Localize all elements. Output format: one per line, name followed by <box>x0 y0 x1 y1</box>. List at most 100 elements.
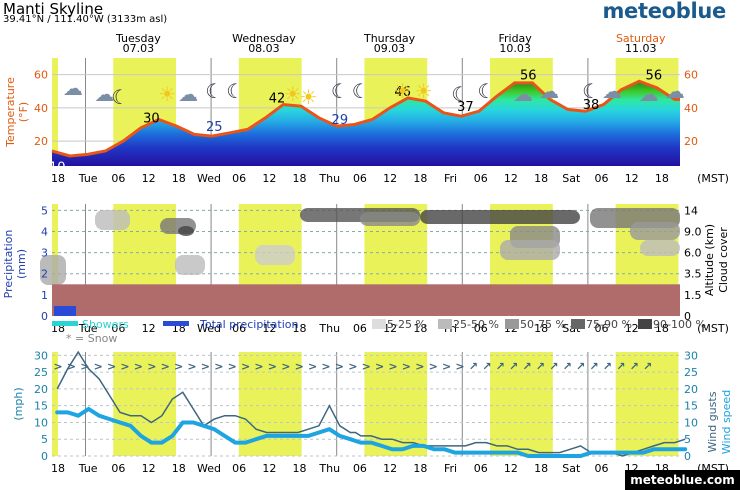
time-axis-label: 12 <box>625 322 639 335</box>
temperature-annotation: 37 <box>457 100 474 115</box>
day-date-label: 09.03 <box>374 42 406 55</box>
wind-tick-left: 0 <box>41 450 48 463</box>
time-axis-label: 06 <box>594 172 608 185</box>
wind-tick-left: 10 <box>34 416 48 429</box>
wind-direction-arrow-icon: > <box>147 360 156 373</box>
sun-icon: ☀ <box>158 82 176 106</box>
time-axis-label: Thu <box>318 322 340 335</box>
wind-direction-arrow-icon: > <box>214 360 223 373</box>
wind-direction-arrow-icon: ↗ <box>643 360 652 373</box>
time-axis-label: Fri <box>444 172 457 185</box>
time-axis-label: 06 <box>594 462 608 475</box>
wind-tick-right: 30 <box>684 349 698 362</box>
time-axis-label: 06 <box>594 322 608 335</box>
wind-gusts-axis-label: Wind gusts <box>706 391 719 452</box>
cloud-snow-icon: ☁ <box>63 76 83 100</box>
wind-tick-left: 15 <box>34 400 48 413</box>
altitude-tick-right: 9.0 <box>684 225 702 238</box>
daylight-band <box>238 352 302 456</box>
temperature-axis-label: Temperature <box>4 77 17 148</box>
altitude-tick-right: 3.5 <box>684 268 702 281</box>
time-axis-label: 12 <box>262 322 276 335</box>
moon-icon: ☾ <box>226 79 244 103</box>
cloud-cover-legend-label: 75-90 % <box>586 318 632 331</box>
time-axis-label: 12 <box>142 322 156 335</box>
location-coordinates: 39.41°N / 111.40°W (3133m asl) <box>3 14 168 25</box>
day-name-label: Wednesday <box>232 32 296 45</box>
wind-direction-arrow-icon: > <box>455 360 464 373</box>
sun-icon: ☀ <box>299 85 317 109</box>
time-axis-label: 18 <box>51 462 65 475</box>
time-unit-label: (MST) <box>697 172 729 185</box>
day-date-label: 10.03 <box>499 42 531 55</box>
moon-icon: ☾ <box>205 79 223 103</box>
wind-tick-right: 15 <box>684 400 698 413</box>
wind-direction-arrow-icon: > <box>321 360 330 373</box>
time-axis-label: 18 <box>534 172 548 185</box>
wind-tick-right: 25 <box>684 366 698 379</box>
time-axis-label: 12 <box>142 172 156 185</box>
sun-cloud-icon: ☁ <box>665 79 685 103</box>
time-axis-label: Wed <box>197 462 221 475</box>
temperature-tick-right: 40 <box>684 102 698 115</box>
time-axis-label: 12 <box>625 462 639 475</box>
wind-direction-arrow-icon: ↗ <box>482 360 491 373</box>
sun-cloud-icon: ☁ <box>639 82 659 106</box>
precip-bar <box>54 306 76 316</box>
sun-icon: ☀ <box>284 82 302 106</box>
cloud-cover-legend-swatch <box>372 319 386 329</box>
precip-tick-left: 0 <box>41 310 48 323</box>
showers-legend-label: Showers <box>82 318 129 331</box>
wind-direction-arrow-icon: > <box>134 360 143 373</box>
sun-icon: ☀ <box>394 79 412 103</box>
time-axis-label: 06 <box>474 172 488 185</box>
moon-icon: ☾ <box>582 79 600 103</box>
daylight-band <box>615 352 679 456</box>
wind-direction-arrow-icon: > <box>442 360 451 373</box>
time-axis-label: Fri <box>444 462 457 475</box>
temperature-line <box>51 79 680 158</box>
wind-tick-left: 25 <box>34 366 48 379</box>
cloud-cover-region <box>175 255 205 275</box>
precip-tick-left: 2 <box>41 268 48 281</box>
wind-tick-left: 30 <box>34 349 48 362</box>
footer-link[interactable]: meteoblue.com <box>625 470 740 490</box>
wind-direction-arrow-icon: > <box>429 360 438 373</box>
temperature-tick-left: 40 <box>34 102 48 115</box>
temperature-unit-label: (°F) <box>17 102 30 122</box>
meteoblue-logo[interactable]: meteoblue <box>602 0 726 23</box>
daylight-band <box>52 58 58 166</box>
wind-unit-label: (mph) <box>12 387 25 420</box>
wind-direction-arrow-icon: ↗ <box>469 360 478 373</box>
day-name-label: Tuesday <box>115 32 161 45</box>
wind-direction-arrow-icon: > <box>161 360 170 373</box>
wind-direction-arrow-icon: > <box>120 360 129 373</box>
wind-direction-arrow-icon: > <box>281 360 290 373</box>
wind-direction-arrow-icon: > <box>362 360 371 373</box>
time-axis-label: 06 <box>111 462 125 475</box>
cloud-cover-legend-label: 5-25 % <box>387 318 426 331</box>
wind-direction-arrow-icon: > <box>53 360 62 373</box>
altitude-tick-right: 6.0 <box>684 247 702 260</box>
total-precip-legend-swatch <box>163 321 189 326</box>
wind-direction-arrow-icon: > <box>388 360 397 373</box>
temperature-tick-right: 60 <box>684 69 698 82</box>
time-axis-label: 06 <box>353 172 367 185</box>
daylight-band <box>490 352 553 456</box>
wind-direction-arrow-icon: > <box>67 360 76 373</box>
wind-direction-arrow-icon: > <box>174 360 183 373</box>
temperature-annotation: 42 <box>269 92 286 107</box>
cloud-cover-region <box>420 210 580 224</box>
wind-direction-arrow-icon: > <box>80 360 89 373</box>
time-axis-label: 12 <box>625 172 639 185</box>
time-axis-label: 06 <box>111 172 125 185</box>
wind-direction-arrow-icon: > <box>228 360 237 373</box>
time-axis-label: 12 <box>504 172 518 185</box>
time-axis-label: 18 <box>293 322 307 335</box>
wind-direction-arrow-icon: ↗ <box>522 360 531 373</box>
cloud-icon: ☁ <box>602 79 622 103</box>
wind-direction-arrow-icon: > <box>187 360 196 373</box>
wind-direction-arrow-icon: > <box>375 360 384 373</box>
time-axis-label: Tue <box>78 172 98 185</box>
